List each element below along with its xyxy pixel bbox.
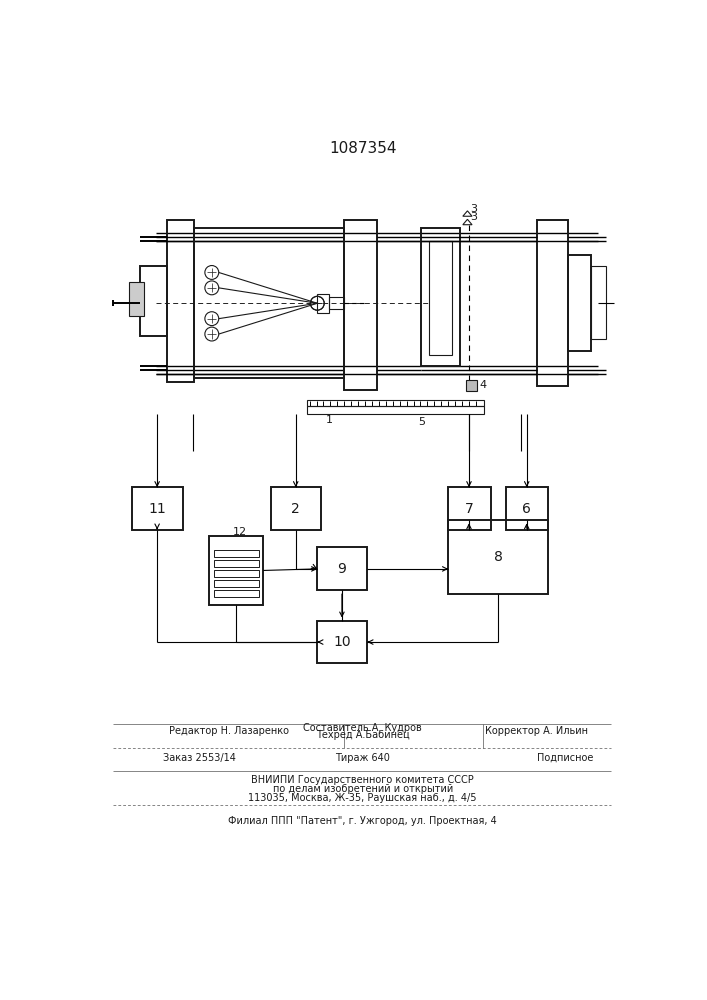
Bar <box>429 241 452 355</box>
Bar <box>214 550 259 557</box>
Text: Подписное: Подписное <box>537 753 593 763</box>
Bar <box>317 294 329 312</box>
Bar <box>214 560 259 567</box>
Text: Составитель А. Кудров: Составитель А. Кудров <box>303 723 422 733</box>
Bar <box>214 590 259 597</box>
Text: 3: 3 <box>471 212 477 222</box>
Bar <box>209 536 264 605</box>
Bar <box>421 228 460 366</box>
Text: 8: 8 <box>493 550 503 564</box>
Bar <box>308 406 484 414</box>
Text: 1087354: 1087354 <box>329 141 397 156</box>
Text: 1: 1 <box>325 415 332 425</box>
Bar <box>317 620 368 663</box>
Text: Филиал ППП "Патент", г. Ужгород, ул. Проектная, 4: Филиал ППП "Патент", г. Ужгород, ул. Про… <box>228 816 497 826</box>
Bar <box>140 266 167 336</box>
Bar <box>590 266 606 339</box>
Text: 4: 4 <box>480 380 487 390</box>
Bar <box>537 220 568 386</box>
Text: Редактор Н. Лазаренко: Редактор Н. Лазаренко <box>169 726 288 736</box>
Bar <box>448 520 549 594</box>
Text: 10: 10 <box>333 635 351 649</box>
Text: 113035, Москва, Ж-35, Раушская наб., д. 4/5: 113035, Москва, Ж-35, Раушская наб., д. … <box>248 793 477 803</box>
Bar <box>448 487 491 530</box>
Bar <box>271 487 321 530</box>
Text: 5: 5 <box>418 417 425 427</box>
Bar <box>132 487 182 530</box>
Bar <box>194 228 344 378</box>
Text: 11: 11 <box>148 502 166 516</box>
Text: Заказ 2553/14: Заказ 2553/14 <box>163 753 236 763</box>
Text: 6: 6 <box>522 502 531 516</box>
Bar <box>466 380 477 391</box>
Bar <box>344 220 377 389</box>
Text: по делам изобретений и открытий: по делам изобретений и открытий <box>273 784 453 794</box>
Text: Тираж 640: Тираж 640 <box>335 753 390 763</box>
Bar <box>317 547 368 590</box>
Text: 12: 12 <box>233 527 247 537</box>
Text: Техред А.Бабинец: Техред А.Бабинец <box>316 730 409 740</box>
Text: 7: 7 <box>464 502 474 516</box>
Bar <box>506 487 549 530</box>
Bar <box>129 282 144 316</box>
Text: Корректор А. Ильин: Корректор А. Ильин <box>485 726 588 736</box>
Bar <box>329 297 344 309</box>
Text: 2: 2 <box>291 502 300 516</box>
Bar <box>568 255 590 351</box>
Text: ВНИИПИ Государственного комитета СССР: ВНИИПИ Государственного комитета СССР <box>252 775 474 785</box>
Bar <box>214 570 259 577</box>
Text: 9: 9 <box>337 562 346 576</box>
Text: 3: 3 <box>471 204 477 214</box>
Bar <box>167 220 194 382</box>
Bar <box>308 400 484 406</box>
Bar <box>214 580 259 587</box>
